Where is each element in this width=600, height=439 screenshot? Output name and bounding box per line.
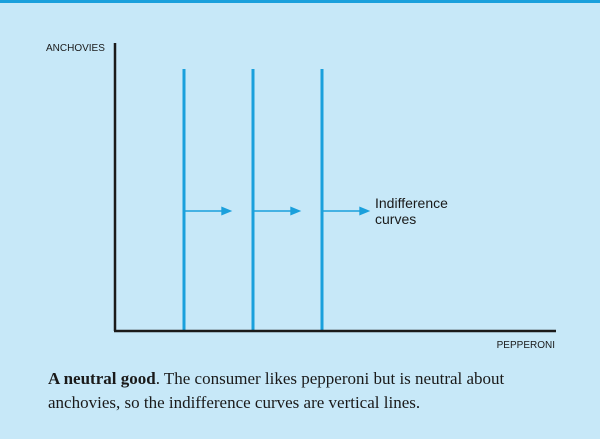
shift-arrow-3: [322, 206, 371, 216]
shift-arrow-head: [221, 206, 233, 216]
annotation-line-1: Indifference: [375, 195, 448, 211]
shift-arrow-head: [359, 206, 371, 216]
shift-arrow-2: [253, 206, 302, 216]
y-axis-label: ANCHOVIES: [46, 43, 105, 54]
indifference-chart: ANCHOVIES PEPPERONI Indifference curves: [46, 43, 556, 351]
caption-title: A neutral good: [48, 369, 156, 388]
shift-arrow-1: [184, 206, 233, 216]
annotation-line-2: curves: [375, 211, 416, 227]
direction-arrows: [184, 206, 371, 216]
shift-arrow-head: [290, 206, 302, 216]
figure-caption: A neutral good. The consumer likes peppe…: [48, 367, 568, 415]
indifference-curves: [182, 69, 324, 331]
caption-text: . The consumer likes pepperoni but is ne…: [48, 369, 505, 412]
x-axis-label: PEPPERONI: [497, 340, 555, 351]
